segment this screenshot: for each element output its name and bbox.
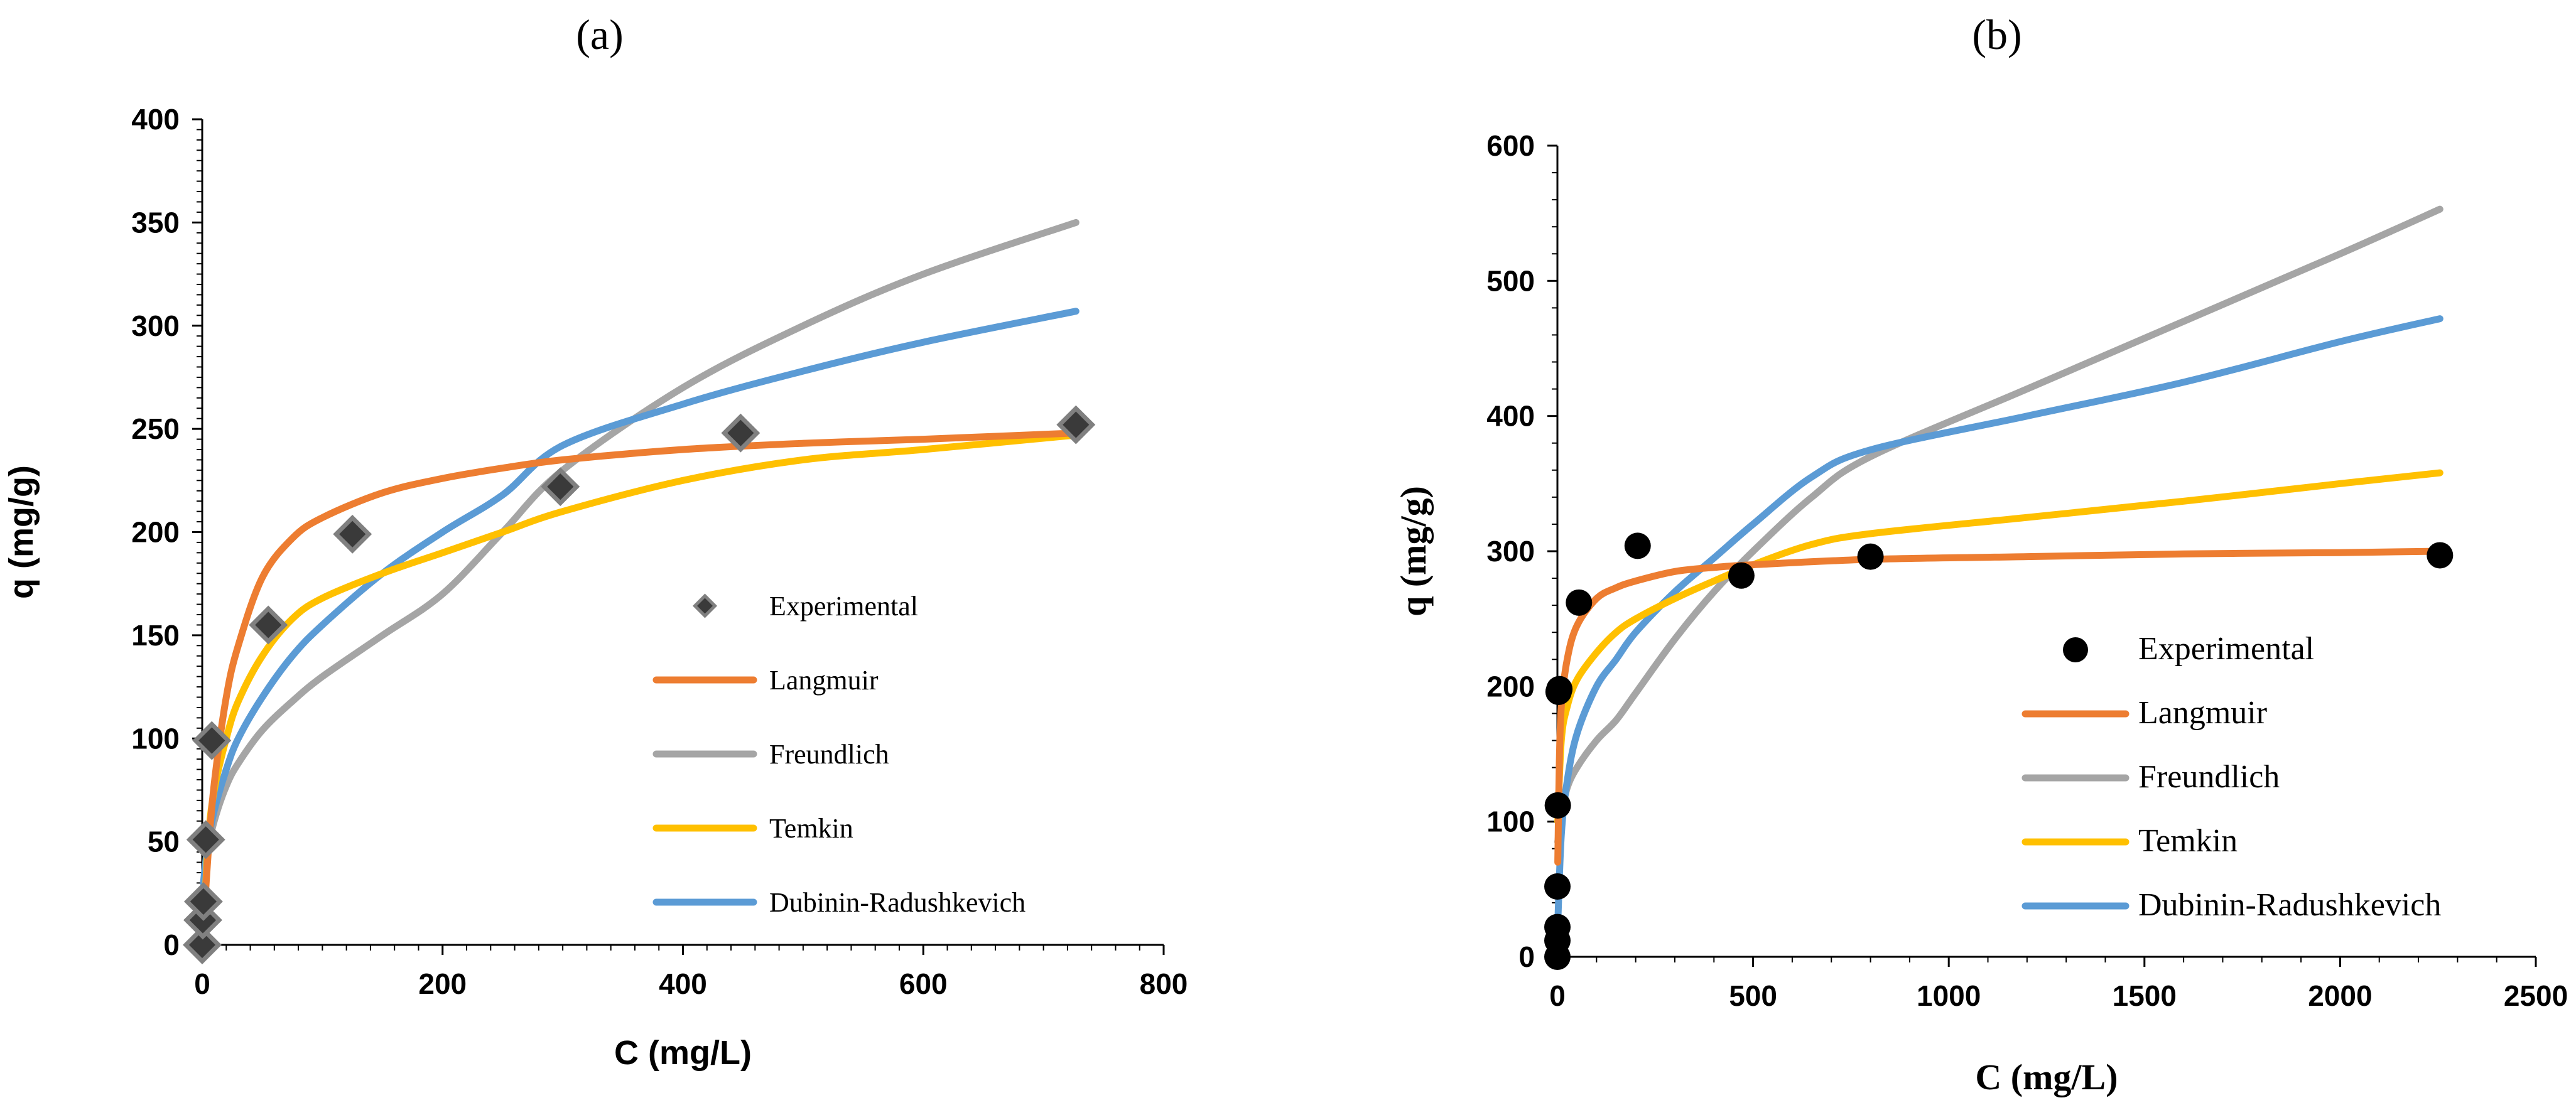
series-line-dubinin-radushkevich (1554, 315, 2443, 927)
experimental-point (1546, 676, 1573, 703)
y-tick-label: 200 (1486, 670, 1535, 703)
y-tick-label: 250 (131, 412, 180, 445)
y-tick-label: 200 (131, 516, 180, 549)
y-tick-label: 0 (1518, 940, 1535, 973)
legend-label: Freundlich (769, 739, 889, 770)
legend-label: Temkin (2138, 823, 2238, 859)
experimental-point (183, 882, 223, 921)
experimental-point (1056, 405, 1096, 445)
y-axis-title: q (mg/g) (3, 465, 40, 599)
y-axis-title: q (mg/g) (1393, 486, 1434, 617)
x-axis-title: C (mg/L) (614, 1034, 752, 1072)
experimental-point (2427, 542, 2454, 569)
y-tick-label: 100 (1486, 806, 1535, 838)
x-axis-title: C (mg/L) (1975, 1057, 2118, 1097)
legend-label: Dubinin-Radushkevich (769, 887, 1026, 918)
series-line-langmuir (1554, 547, 2443, 866)
y-tick-label: 500 (1486, 264, 1535, 297)
series-line-temkin (200, 431, 1080, 939)
y-tick-label: 150 (131, 619, 180, 652)
chart-b: (b) 0 500 1000 1500 2000 2500 0 100 200 300 400 500 6… (1393, 11, 2568, 1097)
experimental-point (192, 721, 232, 760)
x-tick-label: 200 (418, 967, 467, 1000)
experimental-point (186, 820, 225, 859)
panel-label-b: (b) (1972, 11, 2021, 58)
experimental-point (333, 514, 372, 554)
x-tick-label: 600 (899, 967, 948, 1000)
series-line-freundlich (200, 218, 1080, 903)
x-tick-label: 1500 (2113, 979, 2177, 1012)
legend-label: Temkin (769, 813, 853, 844)
experimental-point (1566, 589, 1593, 616)
experimental-point (1544, 873, 1571, 900)
x-tick-label: 800 (1140, 967, 1188, 1000)
panel-label-a: (a) (576, 11, 623, 58)
experimental-point (541, 467, 580, 507)
legend-label: Langmuir (2138, 695, 2267, 731)
y-tick-label: 600 (1486, 129, 1535, 162)
experimental-point (1728, 562, 1755, 589)
series-line-dubinin-radushkevich (200, 308, 1080, 886)
legend-b: Experimental Langmuir Freundlich Temkin Dubi… (2021, 631, 2441, 923)
experimental-point (1544, 913, 1571, 940)
chart-a: (a) 0 200 400 600 800 0 50 100 150 200 250 300 350 400… (3, 11, 1188, 1072)
legend-label: Dubinin-Radushkevich (2138, 887, 2441, 923)
experimental-point (1544, 792, 1571, 819)
legend-label: Freundlich (2138, 759, 2280, 795)
experimental-point (1624, 532, 1651, 559)
y-tick-label: 0 (163, 929, 180, 961)
legend-a: Experimental Langmuir Freundlich Temkin Dubi… (652, 591, 1026, 918)
x-tick-label: 0 (1549, 979, 1566, 1012)
x-tick-label: 2000 (2308, 979, 2372, 1012)
experimental-point (1857, 543, 1884, 570)
x-tick-label: 1000 (1917, 979, 1981, 1012)
y-tick-label: 350 (131, 206, 180, 239)
legend-label: Langmuir (769, 665, 879, 696)
x-tick-label: 400 (659, 967, 707, 1000)
experimental-point (721, 413, 760, 453)
experimental-point (183, 925, 222, 964)
y-tick-label: 400 (1486, 400, 1535, 433)
x-tick-label: 2500 (2504, 979, 2568, 1012)
experimental-point (249, 605, 288, 645)
legend-marker-experimental (2063, 637, 2088, 662)
series-line-langmuir (198, 429, 1080, 949)
series-line-freundlich (1554, 205, 2443, 846)
x-tick-label: 500 (1729, 979, 1777, 1012)
legend-marker-experimental (692, 593, 718, 618)
legend-label: Experimental (769, 591, 918, 622)
y-tick-label: 400 (131, 103, 180, 136)
y-tick-label: 50 (148, 826, 180, 858)
x-tick-label: 0 (194, 967, 210, 1000)
legend-label: Experimental (2138, 631, 2314, 667)
y-tick-label: 300 (131, 310, 180, 342)
y-tick-label: 300 (1486, 535, 1535, 568)
y-tick-label: 100 (131, 722, 180, 755)
